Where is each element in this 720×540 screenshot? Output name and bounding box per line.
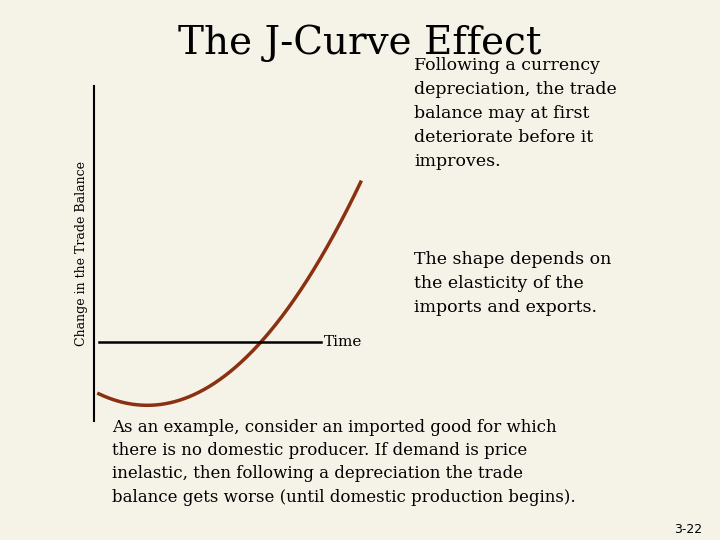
Text: Following a currency
depreciation, the trade
balance may at first
deteriorate be: Following a currency depreciation, the t… (414, 57, 617, 170)
Text: Time: Time (324, 335, 362, 349)
Text: The J-Curve Effect: The J-Curve Effect (179, 24, 541, 62)
Y-axis label: Change in the Trade Balance: Change in the Trade Balance (75, 161, 88, 346)
Text: The shape depends on
the elasticity of the
imports and exports.: The shape depends on the elasticity of t… (414, 251, 611, 316)
Text: 3-22: 3-22 (674, 523, 702, 536)
Text: As an example, consider an imported good for which
there is no domestic producer: As an example, consider an imported good… (112, 418, 575, 506)
